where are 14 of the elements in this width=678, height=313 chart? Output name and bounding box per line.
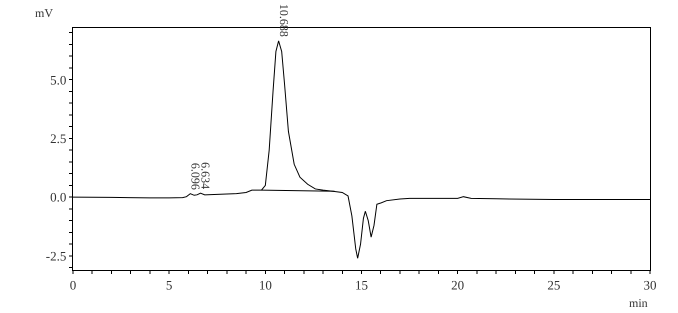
x-tick-label: 10 [258,278,272,293]
x-tick-label: 30 [644,278,656,293]
y-tick-label: 0.0 [50,190,66,205]
y-axis-title: mV [35,6,54,20]
x-tick-label: 15 [355,278,368,293]
x-tick-label: 20 [451,278,464,293]
y-tick-label: -2.5 [46,248,66,264]
y-tick-label: 2.5 [50,130,66,146]
annotation: 10.688 [276,4,291,37]
x-tick-label: 25 [547,278,560,293]
x-axis-title: min [629,296,648,310]
y-tick-label: 5.0 [50,72,66,88]
x-tick-label: 5 [166,278,172,293]
x-tick-label: 0 [70,278,76,293]
